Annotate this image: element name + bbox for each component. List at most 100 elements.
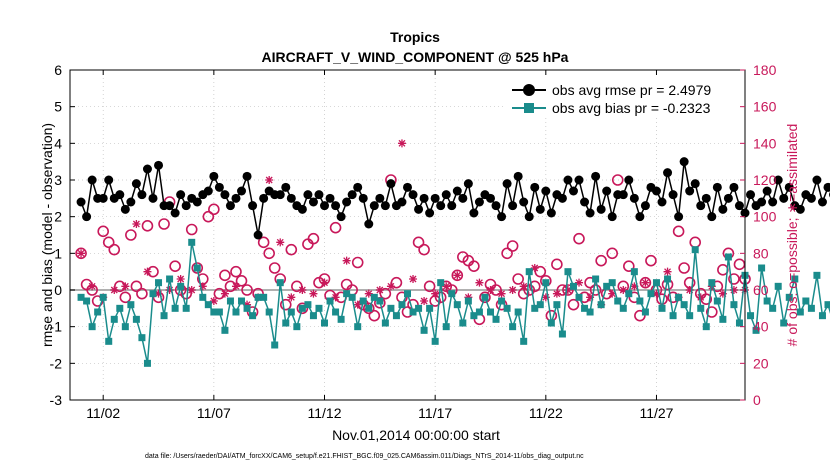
rmse-point [696, 201, 706, 211]
obs-assimilated-marker [143, 267, 152, 276]
obs-assimilated-marker [187, 286, 196, 294]
rmse-point [624, 175, 634, 185]
obs-assimilated-marker [696, 293, 705, 302]
rmse-point [574, 175, 584, 185]
rmse-point [369, 201, 379, 211]
obs-assimilated-marker [209, 297, 218, 305]
obs-assimilated-marker [519, 282, 528, 291]
obs-assimilated-marker [287, 293, 296, 302]
bias-point [304, 301, 312, 309]
obs-assimilated-marker [220, 289, 229, 298]
rmse-point [685, 186, 695, 196]
bias-point [747, 312, 755, 320]
bias-point [409, 308, 417, 316]
bias-point [243, 304, 251, 312]
obs-possible-marker [302, 238, 314, 250]
rmse-point [535, 204, 545, 214]
bias-point [210, 308, 218, 316]
rmse-point [131, 179, 141, 189]
bias-point [160, 312, 168, 320]
bias-point [315, 304, 323, 312]
bias-point [226, 297, 234, 305]
bias-point [785, 293, 793, 301]
bias-point [437, 279, 445, 287]
obs-possible-marker [329, 221, 342, 234]
obs-possible-marker [573, 232, 585, 245]
obs-assimilated-marker [132, 220, 141, 228]
rmse-point [668, 190, 678, 200]
obs-possible-marker [125, 229, 137, 241]
bias-point [791, 275, 799, 283]
y-tick-label: -2 [50, 355, 63, 371]
obs-possible-marker [263, 247, 275, 260]
bias-point [370, 293, 378, 301]
obs-possible-marker [368, 309, 381, 322]
rmse-point [331, 201, 341, 211]
obs-possible-marker [307, 232, 320, 245]
rmse-point [701, 193, 711, 203]
obs-possible-marker [634, 309, 646, 322]
bias-point [641, 308, 649, 316]
obs-assimilated-marker [298, 286, 307, 294]
bias-point [326, 297, 334, 305]
bias-point [426, 304, 434, 312]
rmse-point [225, 201, 235, 211]
bias-point [182, 304, 190, 312]
bias-point [619, 304, 627, 312]
obs-possible-marker [468, 260, 480, 272]
bias-point [155, 279, 163, 287]
obs-possible-marker [340, 278, 353, 291]
rmse-point [342, 197, 352, 207]
grid-lines [70, 69, 745, 401]
rmse-point [336, 212, 346, 222]
rmse-point [447, 201, 457, 211]
obs-assimilated-marker [420, 297, 429, 305]
obs-possible-marker [268, 262, 281, 274]
bias-point [94, 308, 102, 316]
rmse-point [596, 204, 606, 214]
rmse-point [353, 182, 363, 192]
rmse-point [591, 171, 601, 181]
bias-point [608, 279, 616, 287]
bias-point [354, 323, 362, 331]
bias-point [758, 264, 766, 272]
rmse-point [120, 204, 130, 214]
bias-point [647, 290, 655, 298]
obs-possible-marker [645, 254, 657, 267]
bias-point [188, 238, 196, 246]
rmse-point [690, 179, 700, 189]
obs-possible-marker [108, 243, 121, 256]
bias-point [796, 308, 804, 316]
obs-assimilated-marker [243, 300, 252, 309]
rmse-point [530, 182, 540, 192]
obs-assimilated-marker [231, 282, 240, 291]
obs-assimilated-marker [497, 289, 506, 298]
rmse-point [115, 190, 125, 200]
bias-point [88, 323, 96, 331]
y-right-tick-label: 40 [753, 319, 769, 335]
bias-point [127, 301, 135, 309]
bias-point [630, 268, 638, 276]
obs-assimilated-marker [630, 282, 639, 291]
rmse-point [281, 182, 291, 192]
bias-point [525, 268, 533, 276]
bias-point [547, 319, 555, 327]
obs-possible-marker [623, 260, 635, 272]
obs-possible-marker [506, 240, 519, 252]
obs-possible-marker [562, 284, 574, 296]
bias-point [442, 323, 450, 331]
bias-point [265, 308, 273, 316]
obs-possible-marker [689, 236, 702, 249]
bias-point [486, 308, 494, 316]
obs-assimilated-marker [552, 289, 561, 298]
y-right-tick-label: 180 [753, 62, 777, 78]
obs-possible-marker [279, 298, 292, 311]
bias-point [780, 319, 788, 327]
rmse-point [546, 208, 556, 218]
bias-point [669, 312, 677, 320]
y-right-tick-label: 20 [753, 355, 769, 371]
rmse-point [176, 190, 186, 200]
bias-series [77, 238, 830, 367]
bias-point [603, 282, 611, 290]
